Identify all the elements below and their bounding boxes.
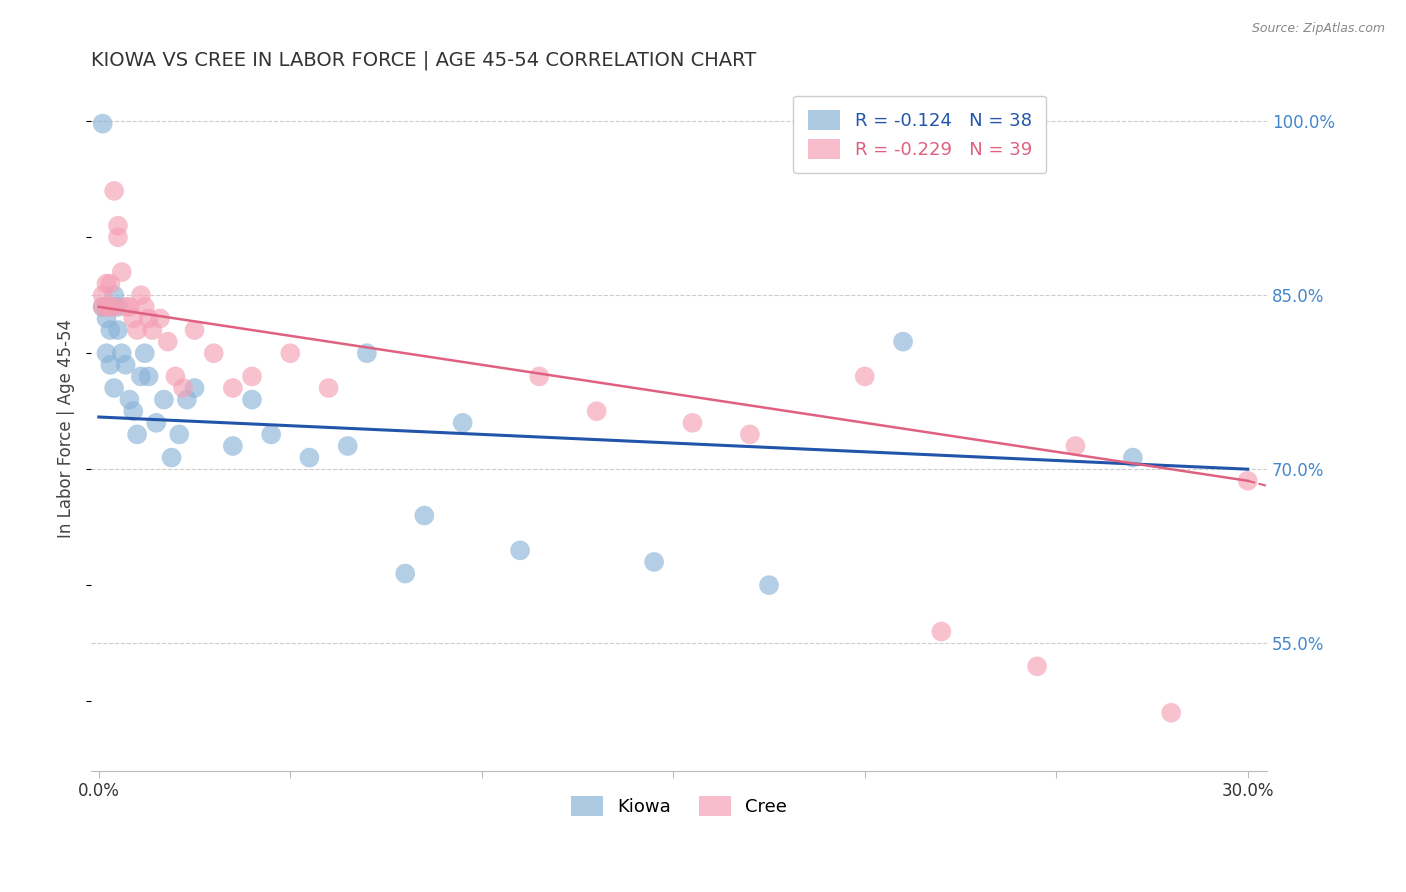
Point xyxy=(853,369,876,384)
Point xyxy=(107,219,129,233)
Point xyxy=(183,323,205,337)
Point xyxy=(134,300,156,314)
Y-axis label: In Labor Force | Age 45-54: In Labor Force | Age 45-54 xyxy=(58,319,75,538)
Point xyxy=(165,369,187,384)
Point xyxy=(98,323,121,337)
Point xyxy=(394,566,416,581)
Text: Source: ZipAtlas.com: Source: ZipAtlas.com xyxy=(1251,22,1385,36)
Point xyxy=(96,346,118,360)
Point xyxy=(1064,439,1087,453)
Point xyxy=(202,346,225,360)
Text: KIOWA VS CREE IN LABOR FORCE | AGE 45-54 CORRELATION CHART: KIOWA VS CREE IN LABOR FORCE | AGE 45-54… xyxy=(91,51,756,70)
Point xyxy=(103,288,125,302)
Legend: Kiowa, Cree: Kiowa, Cree xyxy=(564,789,794,823)
Point xyxy=(891,334,914,349)
Point xyxy=(111,346,134,360)
Point xyxy=(122,404,145,418)
Point xyxy=(1026,659,1049,673)
Point xyxy=(118,392,141,407)
Point xyxy=(138,369,160,384)
Point xyxy=(222,381,245,395)
Point xyxy=(103,184,125,198)
Point xyxy=(107,230,129,244)
Point xyxy=(114,358,136,372)
Point xyxy=(183,381,205,395)
Point xyxy=(96,311,118,326)
Point xyxy=(298,450,321,465)
Point xyxy=(111,265,134,279)
Point xyxy=(127,427,149,442)
Point xyxy=(138,311,160,326)
Point xyxy=(509,543,531,558)
Point xyxy=(278,346,301,360)
Point xyxy=(114,300,136,314)
Point xyxy=(96,277,118,291)
Point xyxy=(103,381,125,395)
Point xyxy=(149,311,172,326)
Point xyxy=(153,392,176,407)
Point xyxy=(222,439,245,453)
Point xyxy=(98,358,121,372)
Point xyxy=(451,416,474,430)
Point xyxy=(127,323,149,337)
Point xyxy=(681,416,703,430)
Point xyxy=(96,300,118,314)
Point xyxy=(758,578,780,592)
Point xyxy=(141,323,163,337)
Point xyxy=(585,404,607,418)
Point xyxy=(160,450,183,465)
Point xyxy=(91,300,114,314)
Point xyxy=(1236,474,1258,488)
Point xyxy=(98,277,121,291)
Point xyxy=(176,392,198,407)
Point xyxy=(103,300,125,314)
Point xyxy=(91,117,114,131)
Point xyxy=(931,624,953,639)
Point xyxy=(738,427,761,442)
Point xyxy=(260,427,283,442)
Point xyxy=(318,381,340,395)
Point xyxy=(145,416,167,430)
Point xyxy=(172,381,194,395)
Point xyxy=(240,369,263,384)
Point xyxy=(1122,450,1144,465)
Point xyxy=(122,311,145,326)
Point xyxy=(107,300,129,314)
Point xyxy=(129,288,152,302)
Point xyxy=(1160,706,1182,720)
Point xyxy=(356,346,378,360)
Point xyxy=(643,555,665,569)
Point xyxy=(156,334,179,349)
Point xyxy=(336,439,359,453)
Point xyxy=(107,323,129,337)
Point xyxy=(134,346,156,360)
Point xyxy=(118,300,141,314)
Point xyxy=(529,369,551,384)
Point xyxy=(129,369,152,384)
Point xyxy=(413,508,436,523)
Point xyxy=(98,300,121,314)
Point xyxy=(167,427,190,442)
Point xyxy=(240,392,263,407)
Point xyxy=(91,288,114,302)
Point xyxy=(91,300,114,314)
